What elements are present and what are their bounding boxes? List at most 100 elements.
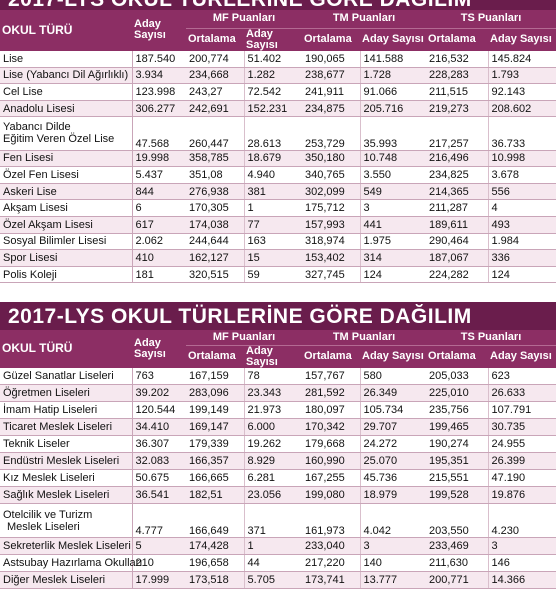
table-cell: 8.929: [243, 452, 302, 470]
table-cell: 19.876: [487, 486, 556, 504]
table-block: 2017-LYS OKUL TÜRLERİNE GÖRE DAĞILIMOKUL…: [0, 0, 556, 284]
table-cell: 1.728: [359, 67, 426, 85]
table-cell: 13.777: [359, 571, 426, 589]
table-cell: 234,825: [426, 166, 488, 184]
table-cell: 215,551: [426, 469, 488, 487]
table-cell: 59: [243, 266, 302, 284]
header-group: MF Puanları: [186, 330, 302, 346]
table-cell: 225,010: [426, 384, 488, 402]
row-label: Özel Akşam Lisesi: [0, 216, 133, 234]
text-line: Eğitim Veren Özel Lise: [3, 133, 115, 146]
table-cell: 174,428: [186, 537, 244, 555]
table-cell: 253,729: [302, 116, 360, 151]
row-label: Sekreterlik Meslek Liseleri: [0, 537, 133, 555]
table-cell: 173,518: [186, 571, 244, 589]
header-row: Ortalama Aday Sayısı Ortalama Aday Sayısı Or…: [0, 345, 556, 368]
row-label: Cel Lise: [0, 83, 133, 101]
table-cell: 234,668: [186, 67, 244, 85]
table-cell: 173,741: [302, 571, 360, 589]
table-cell: 211,287: [426, 199, 488, 217]
table-cell: 18.979: [359, 486, 426, 504]
row-label: Güzel Sanatlar Liseleri: [0, 367, 133, 385]
table-cell: 72.542: [243, 83, 302, 101]
table-cell: 217,257: [426, 116, 488, 151]
table-cell: 327,745: [302, 266, 360, 284]
row-label: Endüstri Meslek Liseleri: [0, 452, 133, 470]
table-row: Sekreterlik Meslek Liseleri 5 174,428 1 233,…: [0, 537, 556, 555]
row-label: Spor Lisesi: [0, 249, 133, 267]
text-line: Fen Lisesi: [3, 152, 54, 165]
table-row: Özel Fen Lisesi 5.437 351,08 4.940 340,765 3.…: [0, 166, 556, 184]
text-line: Otelcilik ve Turizm: [3, 508, 93, 521]
data-table: OKUL TÜRÜ Aday Sayısı MF Puanları TM Puanlar…: [0, 330, 556, 589]
row-label: Diğer Meslek Liseleri: [0, 571, 133, 589]
table-cell: 47.190: [487, 469, 556, 487]
header-group: MF Puanları: [186, 10, 302, 29]
row-label: Teknik Liseler: [0, 435, 133, 453]
table-cell: 145.824: [487, 50, 556, 68]
table-cell: 123.998: [131, 83, 186, 101]
table-cell: 441: [359, 216, 426, 234]
table-cell: 45.736: [359, 469, 426, 487]
table-cell: 167,159: [186, 367, 244, 385]
table-cell: 5.437: [131, 166, 186, 184]
table-cell: 410: [131, 249, 186, 267]
text-line: Sayısı: [134, 347, 166, 360]
table-cell: 26.633: [487, 384, 556, 402]
table-cell: 210: [131, 554, 186, 572]
table-cell: 157,767: [302, 367, 360, 385]
table-cell: 358,785: [186, 150, 244, 168]
table-cell: 166,357: [186, 452, 244, 470]
table-row: Sosyal Bilimler Lisesi 2.062 244,644 163 318…: [0, 233, 556, 251]
table-cell: 180,097: [302, 401, 360, 419]
table-cell: 1.975: [359, 233, 426, 251]
table-row: Cel Lise 123.998 243,27 72.542 241,911 91.066…: [0, 83, 556, 101]
table-cell: 77: [243, 216, 302, 234]
table-cell: 187.540: [131, 50, 186, 68]
header-cell: Ortalama: [426, 345, 488, 368]
table-cell: 306.277: [131, 100, 186, 118]
text-line: Cel Lise: [3, 85, 43, 98]
table-cell: 3: [487, 537, 556, 555]
table-cell: 381: [243, 183, 302, 201]
table-row: Güzel Sanatlar Liseleri 763 167,159 78 157,7…: [0, 367, 556, 385]
text-line: Astsubay Hazırlama Okulları: [3, 557, 143, 569]
table-cell: 141.588: [359, 50, 426, 68]
table-row: Lise (Yabancı Dil Ağırlıklı) 3.934 234,668…: [0, 67, 556, 85]
row-label: Sağlık Meslek Liseleri: [0, 486, 133, 504]
table-row: Akşam Lisesi 6 170,305 1 175,712 3 211,287 4: [0, 199, 556, 217]
table-cell: 170,342: [302, 418, 360, 436]
row-label: İmam Hatip Liseleri: [0, 401, 133, 419]
table-cell: 29.707: [359, 418, 426, 436]
table-cell: 211,630: [426, 554, 488, 572]
table-cell: 320,515: [186, 266, 244, 284]
table-row: Sağlık Meslek Liseleri 36.541 182,51 23.056…: [0, 486, 556, 504]
table-cell: 208.602: [487, 100, 556, 118]
text-line: Sayısı: [134, 29, 166, 42]
table-cell: 166,649: [186, 503, 244, 538]
row-label: Anadolu Lisesi: [0, 100, 133, 118]
table-cell: 190,065: [302, 50, 360, 68]
text-line: Spor Lisesi: [3, 251, 58, 264]
table-cell: 233,040: [302, 537, 360, 555]
table-cell: 211,515: [426, 83, 488, 101]
table-cell: 187,067: [426, 249, 488, 267]
table-cell: 34.410: [131, 418, 186, 436]
table-cell: 216,496: [426, 150, 488, 168]
table-body: Güzel Sanatlar Liseleri 763 167,159 78 157,7…: [0, 367, 556, 589]
row-label: Otelcilik ve Turizm Meslek Liseleri: [0, 503, 133, 538]
table-cell: 6: [131, 199, 186, 217]
text-line: Sekreterlik Meslek Liseleri: [3, 540, 131, 552]
table-cell: 140: [359, 554, 426, 572]
table-cell: 283,096: [186, 384, 244, 402]
table-cell: 153,402: [302, 249, 360, 267]
table-cell: 120.544: [131, 401, 186, 419]
table-cell: 32.083: [131, 452, 186, 470]
table-body: Lise 187.540 200,774 51.402 190,065 141.588 21…: [0, 50, 556, 284]
table-cell: 214,365: [426, 183, 488, 201]
table-cell: 351,08: [186, 166, 244, 184]
text-line: Yabancı Dilde: [3, 121, 71, 134]
text-line: Meslek Liseleri: [7, 520, 80, 533]
table-cell: 21.973: [243, 401, 302, 419]
